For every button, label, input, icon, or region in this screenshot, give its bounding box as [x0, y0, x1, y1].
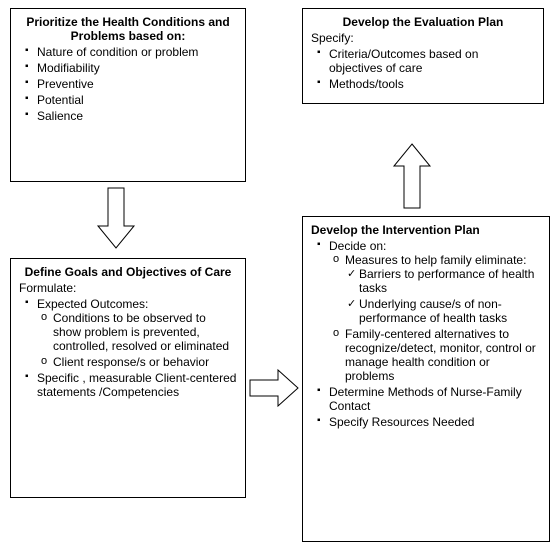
- box-prioritize-list: Nature of condition or problem Modifiabi…: [19, 45, 237, 123]
- box-goals-lead: Formulate:: [19, 281, 237, 295]
- arrow-up-icon: [392, 142, 432, 210]
- box-prioritize: Prioritize the Health Conditions and Pro…: [10, 8, 246, 182]
- list-item: Decide on: Measures to help family elimi…: [311, 239, 541, 383]
- list-item: Family-centered alternatives to recogniz…: [329, 327, 541, 383]
- box-intervention-title: Develop the Intervention Plan: [311, 223, 541, 237]
- box-goals-list: Expected Outcomes: Conditions to be obse…: [19, 297, 237, 399]
- list-item: Determine Methods of Nurse-Family Contac…: [311, 385, 541, 413]
- box-intervention-list: Decide on: Measures to help family elimi…: [311, 239, 541, 429]
- box-intervention: Develop the Intervention Plan Decide on:…: [302, 216, 550, 542]
- list-item: Modifiability: [19, 61, 237, 75]
- list-item: Specify Resources Needed: [311, 415, 541, 429]
- list-item: Potential: [19, 93, 237, 107]
- list-item: Criteria/Outcomes based on objectives of…: [311, 47, 535, 75]
- box-evaluation-lead: Specify:: [311, 31, 535, 45]
- list-item: Specific , measurable Client-centered st…: [19, 371, 237, 399]
- arrow-down-icon: [96, 186, 136, 250]
- list-item: Conditions to be observed to show proble…: [37, 311, 237, 353]
- list-item-label: Expected Outcomes:: [37, 297, 148, 311]
- box-evaluation-title: Develop the Evaluation Plan: [311, 15, 535, 29]
- box-prioritize-title: Prioritize the Health Conditions and Pro…: [19, 15, 237, 43]
- box-evaluation: Develop the Evaluation Plan Specify: Cri…: [302, 8, 544, 104]
- list-item: Methods/tools: [311, 77, 535, 91]
- list-item: Client response/s or behavior: [37, 355, 237, 369]
- list-item: Nature of condition or problem: [19, 45, 237, 59]
- arrow-right-icon: [248, 368, 300, 408]
- list-item: Salience: [19, 109, 237, 123]
- list-item: Barriers to performance of health tasks: [345, 267, 541, 295]
- list-item: Preventive: [19, 77, 237, 91]
- list-item-label: Decide on:: [329, 239, 386, 253]
- box-goals-title: Define Goals and Objectives of Care: [19, 265, 237, 279]
- list-item: Measures to help family eliminate: Barri…: [329, 253, 541, 325]
- list-item: Expected Outcomes: Conditions to be obse…: [19, 297, 237, 369]
- list-item-label: Measures to help family eliminate:: [345, 253, 526, 267]
- box-evaluation-list: Criteria/Outcomes based on objectives of…: [311, 47, 535, 91]
- list-item: Underlying cause/s of non-performance of…: [345, 297, 541, 325]
- box-goals: Define Goals and Objectives of Care Form…: [10, 258, 246, 498]
